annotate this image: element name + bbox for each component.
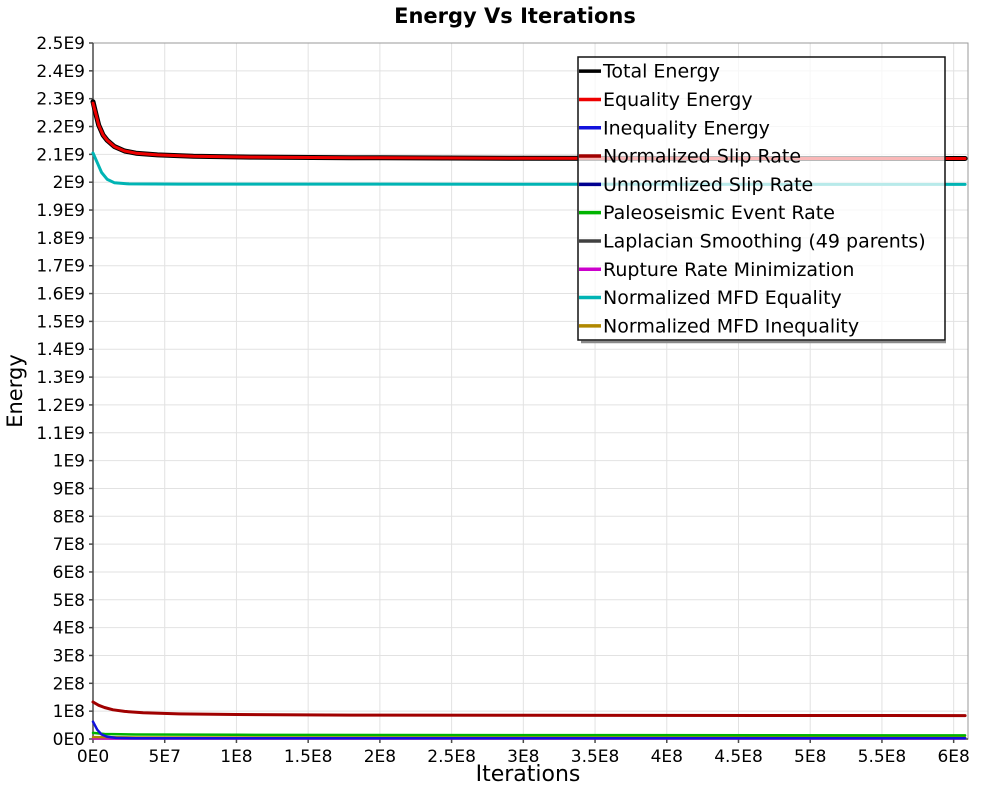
x-tick-label: 6E8 (937, 747, 969, 767)
y-tick-label: 1.9E9 (36, 201, 85, 221)
y-tick-label: 1.8E9 (36, 229, 85, 249)
y-tick-label: 3E8 (53, 646, 85, 666)
y-tick-label: 1.4E9 (36, 340, 85, 360)
legend: Total Energy Equality Energy Inequality En… (577, 56, 946, 344)
legend-item-laplacian-smoothing-49-parents: Laplacian Smoothing (49 parents) (579, 230, 926, 252)
legend-item-normalized-slip-rate: Normalized Slip Rate (579, 146, 801, 168)
y-tick-label: 2.2E9 (36, 118, 85, 138)
x-tick-label: 1.5E8 (284, 747, 333, 767)
x-tick-label: 3.5E8 (571, 747, 620, 767)
y-tick-label: 2E9 (53, 173, 85, 193)
x-tick-label: 2.5E8 (427, 747, 476, 767)
y-tick-label: 8E8 (53, 507, 85, 527)
y-tick-label: 9E8 (53, 479, 85, 499)
legend-item-equality-energy: Equality Energy (579, 89, 753, 111)
legend-item-unnormlized-slip-rate: Unnormlized Slip Rate (579, 174, 813, 196)
legend-label: Total Energy (602, 61, 720, 83)
y-tick-label: 1.5E9 (36, 312, 85, 332)
y-tick-label: 4E8 (53, 619, 85, 639)
legend-label: Inequality Energy (603, 117, 770, 139)
y-tick-label: 1.6E9 (36, 285, 85, 305)
y-tick-label: 0E0 (53, 730, 85, 750)
x-tick-label: 4.5E8 (714, 747, 763, 767)
y-tick-label: 1.1E9 (36, 424, 85, 444)
legend-item-normalized-mfd-inequality: Normalized MFD Inequality (579, 315, 859, 337)
y-tick-label: 1.3E9 (36, 368, 85, 388)
series-line-equality-energy (91, 101, 967, 160)
y-tick-label: 2.4E9 (36, 62, 85, 82)
series-line-normalized-mfd-equality (91, 151, 967, 186)
legend-label: Rupture Rate Minimization (603, 259, 854, 281)
legend-label: Laplacian Smoothing (49 parents) (603, 230, 926, 252)
x-tick-labels: 0E0 5E7 1E8 1.5E8 2E8 2.5E8 3E8 3.5E8 4E8 4.5E8 5E… (77, 739, 970, 767)
y-tick-label: 1.2E9 (36, 396, 85, 416)
legend-label: Normalized MFD Equality (603, 287, 842, 309)
legend-label: Normalized MFD Inequality (603, 315, 859, 337)
y-tick-label: 2E8 (53, 674, 85, 694)
series-line-paleoseismic-event-rate (91, 731, 967, 737)
legend-item-normalized-mfd-equality: Normalized MFD Equality (579, 287, 842, 309)
legend-label: Unnormlized Slip Rate (603, 174, 813, 196)
x-tick-label: 1E8 (220, 747, 252, 767)
x-tick-label: 5.5E8 (858, 747, 907, 767)
x-tick-label: 3E8 (507, 747, 539, 767)
y-tick-label: 5E8 (53, 591, 85, 611)
legend-item-total-energy: Total Energy (579, 61, 720, 83)
y-tick-label: 1E8 (53, 702, 85, 722)
legend-label: Paleoseismic Event Rate (603, 202, 835, 224)
legend-item-rupture-rate-minimization: Rupture Rate Minimization (579, 259, 854, 281)
x-axis-label: Iterations (475, 762, 581, 787)
y-tick-label: 6E8 (53, 563, 85, 583)
series-line-normalized-slip-rate (91, 700, 967, 718)
x-tick-label: 2E8 (364, 747, 396, 767)
x-tick-label: 5E7 (149, 747, 181, 767)
legend-label: Equality Energy (603, 89, 753, 111)
x-tick-label: 5E8 (794, 747, 826, 767)
legend-item-inequality-energy: Inequality Energy (579, 117, 770, 139)
y-tick-label: 1.7E9 (36, 257, 85, 277)
y-tick-label: 2.5E9 (36, 34, 85, 54)
legend-item-paleoseismic-event-rate: Paleoseismic Event Rate (579, 202, 835, 224)
y-tick-labels: 0E0 1E8 2E8 3E8 4E8 5E8 6E8 7E8 8E8 9E8 1E9 1.1E9 1.… (36, 34, 93, 750)
x-tick-label: 0E0 (77, 747, 109, 767)
legend-label: Normalized Slip Rate (603, 146, 801, 168)
chart-title: Energy Vs Iterations (394, 4, 636, 28)
x-tick-label: 4E8 (651, 747, 683, 767)
y-tick-label: 2.1E9 (36, 145, 85, 165)
y-tick-label: 7E8 (53, 535, 85, 555)
legend-box (577, 56, 946, 341)
y-tick-label: 1E9 (53, 452, 85, 472)
y-tick-label: 2.3E9 (36, 90, 85, 110)
series-line-inequality-energy (91, 720, 967, 740)
